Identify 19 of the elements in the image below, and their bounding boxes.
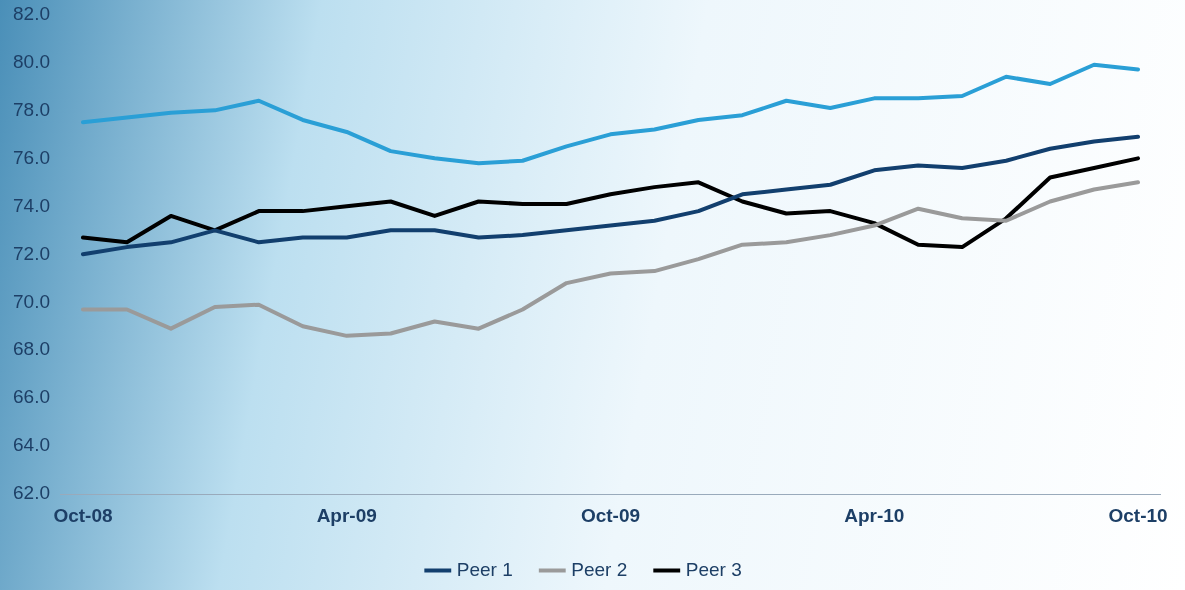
y-tick-label: 76.0	[13, 146, 50, 168]
y-tick-label: 82.0	[13, 2, 50, 24]
y-tick-label: 64.0	[13, 434, 50, 456]
y-tick-label: 68.0	[13, 338, 50, 360]
legend-label: Peer 3	[685, 558, 742, 580]
y-tick-label: 62.0	[13, 482, 50, 504]
y-tick-label: 78.0	[13, 98, 50, 120]
y-tick-label: 72.0	[13, 242, 50, 264]
legend-label: Peer 1	[456, 558, 513, 580]
y-tick-label: 70.0	[13, 290, 50, 312]
legend-label: Peer 2	[571, 558, 628, 580]
y-tick-label: 74.0	[13, 194, 50, 216]
y-tick-label: 66.0	[13, 386, 50, 408]
y-tick-label: 80.0	[13, 50, 50, 72]
x-tick-label: Apr-10	[844, 504, 905, 526]
x-tick-label: Oct-10	[1108, 504, 1168, 526]
x-tick-label: Oct-08	[53, 504, 113, 526]
x-tick-label: Oct-09	[580, 504, 641, 526]
x-tick-label: Apr-09	[316, 504, 377, 526]
